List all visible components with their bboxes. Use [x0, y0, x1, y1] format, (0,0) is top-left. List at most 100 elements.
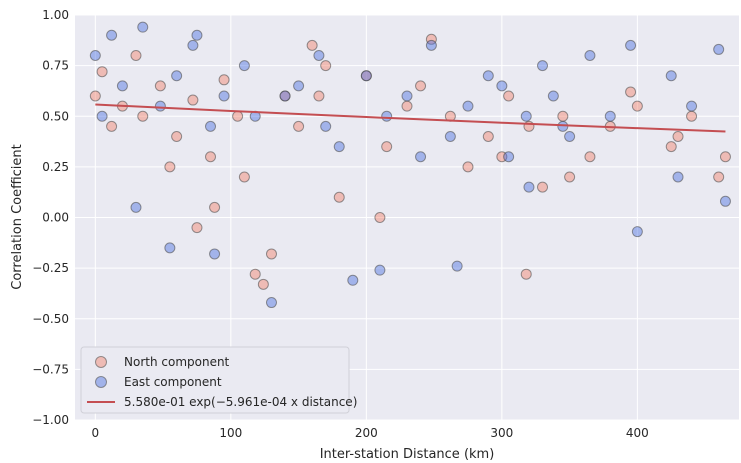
legend-east-label: East component [124, 375, 222, 389]
east-point [520, 110, 532, 122]
north-point [257, 278, 269, 290]
y-tick-label: −0.50 [32, 312, 69, 326]
north-point [137, 110, 149, 122]
north-point [401, 100, 413, 112]
north-point [218, 74, 230, 86]
legend: North component East component 5.580e-01… [80, 346, 357, 414]
legend-east-marker [95, 376, 107, 388]
east-point [631, 226, 643, 238]
east-point [401, 90, 413, 102]
east-point [604, 110, 616, 122]
east-point [191, 29, 203, 41]
north-point [631, 100, 643, 112]
north-point [106, 120, 118, 132]
east-point [187, 39, 199, 51]
y-tick-label: −0.75 [32, 362, 69, 376]
north-point [503, 90, 515, 102]
east-point [557, 120, 569, 132]
north-point [154, 80, 166, 92]
x-tick-label: 300 [490, 426, 513, 440]
north-point [313, 90, 325, 102]
east-point [137, 21, 149, 33]
east-point [462, 100, 474, 112]
north-point [171, 131, 183, 142]
east-point [265, 297, 277, 309]
north-point [187, 94, 199, 106]
east-point [719, 195, 731, 207]
east-point [537, 60, 549, 72]
east-point [686, 100, 698, 112]
y-tick-label: 0.50 [42, 109, 69, 123]
north-point [564, 171, 576, 183]
y-tick-labels: −1.00 −0.75 −0.50 −0.25 0.00 0.25 0.50 0.75 1.00 [32, 8, 69, 427]
legend-box [80, 346, 350, 414]
east-point [482, 70, 494, 82]
east-point [415, 151, 427, 163]
north-point [425, 33, 437, 45]
north-point [381, 141, 393, 153]
north-point [719, 151, 731, 163]
north-point [462, 161, 474, 173]
east-point [154, 100, 166, 112]
east-point [347, 274, 359, 286]
east-point [503, 151, 515, 163]
north-point [130, 50, 142, 61]
east-point [209, 248, 221, 260]
north-point [333, 191, 345, 203]
north-point [89, 90, 101, 102]
north-point [672, 131, 684, 142]
east-point [313, 50, 325, 61]
north-point [320, 60, 332, 72]
east-point [672, 171, 684, 183]
north-point [537, 181, 549, 193]
north-point [374, 212, 386, 223]
x-tick-labels: 0 100 200 300 400 [92, 426, 649, 440]
east-point [320, 120, 332, 132]
north-point [520, 268, 532, 280]
east-point [564, 131, 576, 142]
east-point [444, 131, 456, 142]
grid [75, 14, 739, 421]
x-axis-title: Inter-station Distance (km) [320, 447, 495, 462]
north-point [686, 110, 698, 122]
east-point [89, 50, 101, 61]
east-point [171, 70, 183, 82]
east-point [218, 90, 230, 102]
east-point [164, 242, 176, 254]
north-point [164, 161, 176, 173]
east-point [523, 181, 535, 193]
north-point [713, 171, 725, 183]
legend-north-label: North component [124, 355, 230, 369]
y-tick-label: −0.25 [32, 261, 69, 275]
north-point [415, 80, 427, 92]
east-point [381, 110, 393, 122]
north-point [584, 151, 596, 163]
y-tick-label: 0.75 [42, 59, 69, 73]
east-point [713, 43, 725, 55]
legend-north-marker [95, 356, 107, 368]
north-point [293, 120, 305, 132]
y-tick-label: −1.00 [32, 413, 69, 427]
east-point [360, 70, 372, 82]
east-point [106, 29, 118, 41]
east-point [451, 260, 463, 272]
east-point [425, 39, 437, 51]
north-point [209, 201, 221, 213]
north-point [265, 248, 277, 260]
north-point [205, 151, 217, 163]
north-point [232, 110, 244, 122]
north-point [96, 66, 108, 78]
east-point [116, 80, 128, 92]
y-axis-title: Correlation Coefficient [10, 144, 25, 290]
east-point [205, 120, 217, 132]
east-point [279, 90, 291, 102]
north-point [191, 222, 203, 234]
east-point [625, 39, 637, 51]
north-point [665, 141, 677, 153]
x-tick-label: 400 [626, 426, 649, 440]
fit-line [95, 103, 726, 133]
east-point [333, 141, 345, 153]
east-point [584, 50, 596, 61]
north-point [625, 86, 637, 98]
